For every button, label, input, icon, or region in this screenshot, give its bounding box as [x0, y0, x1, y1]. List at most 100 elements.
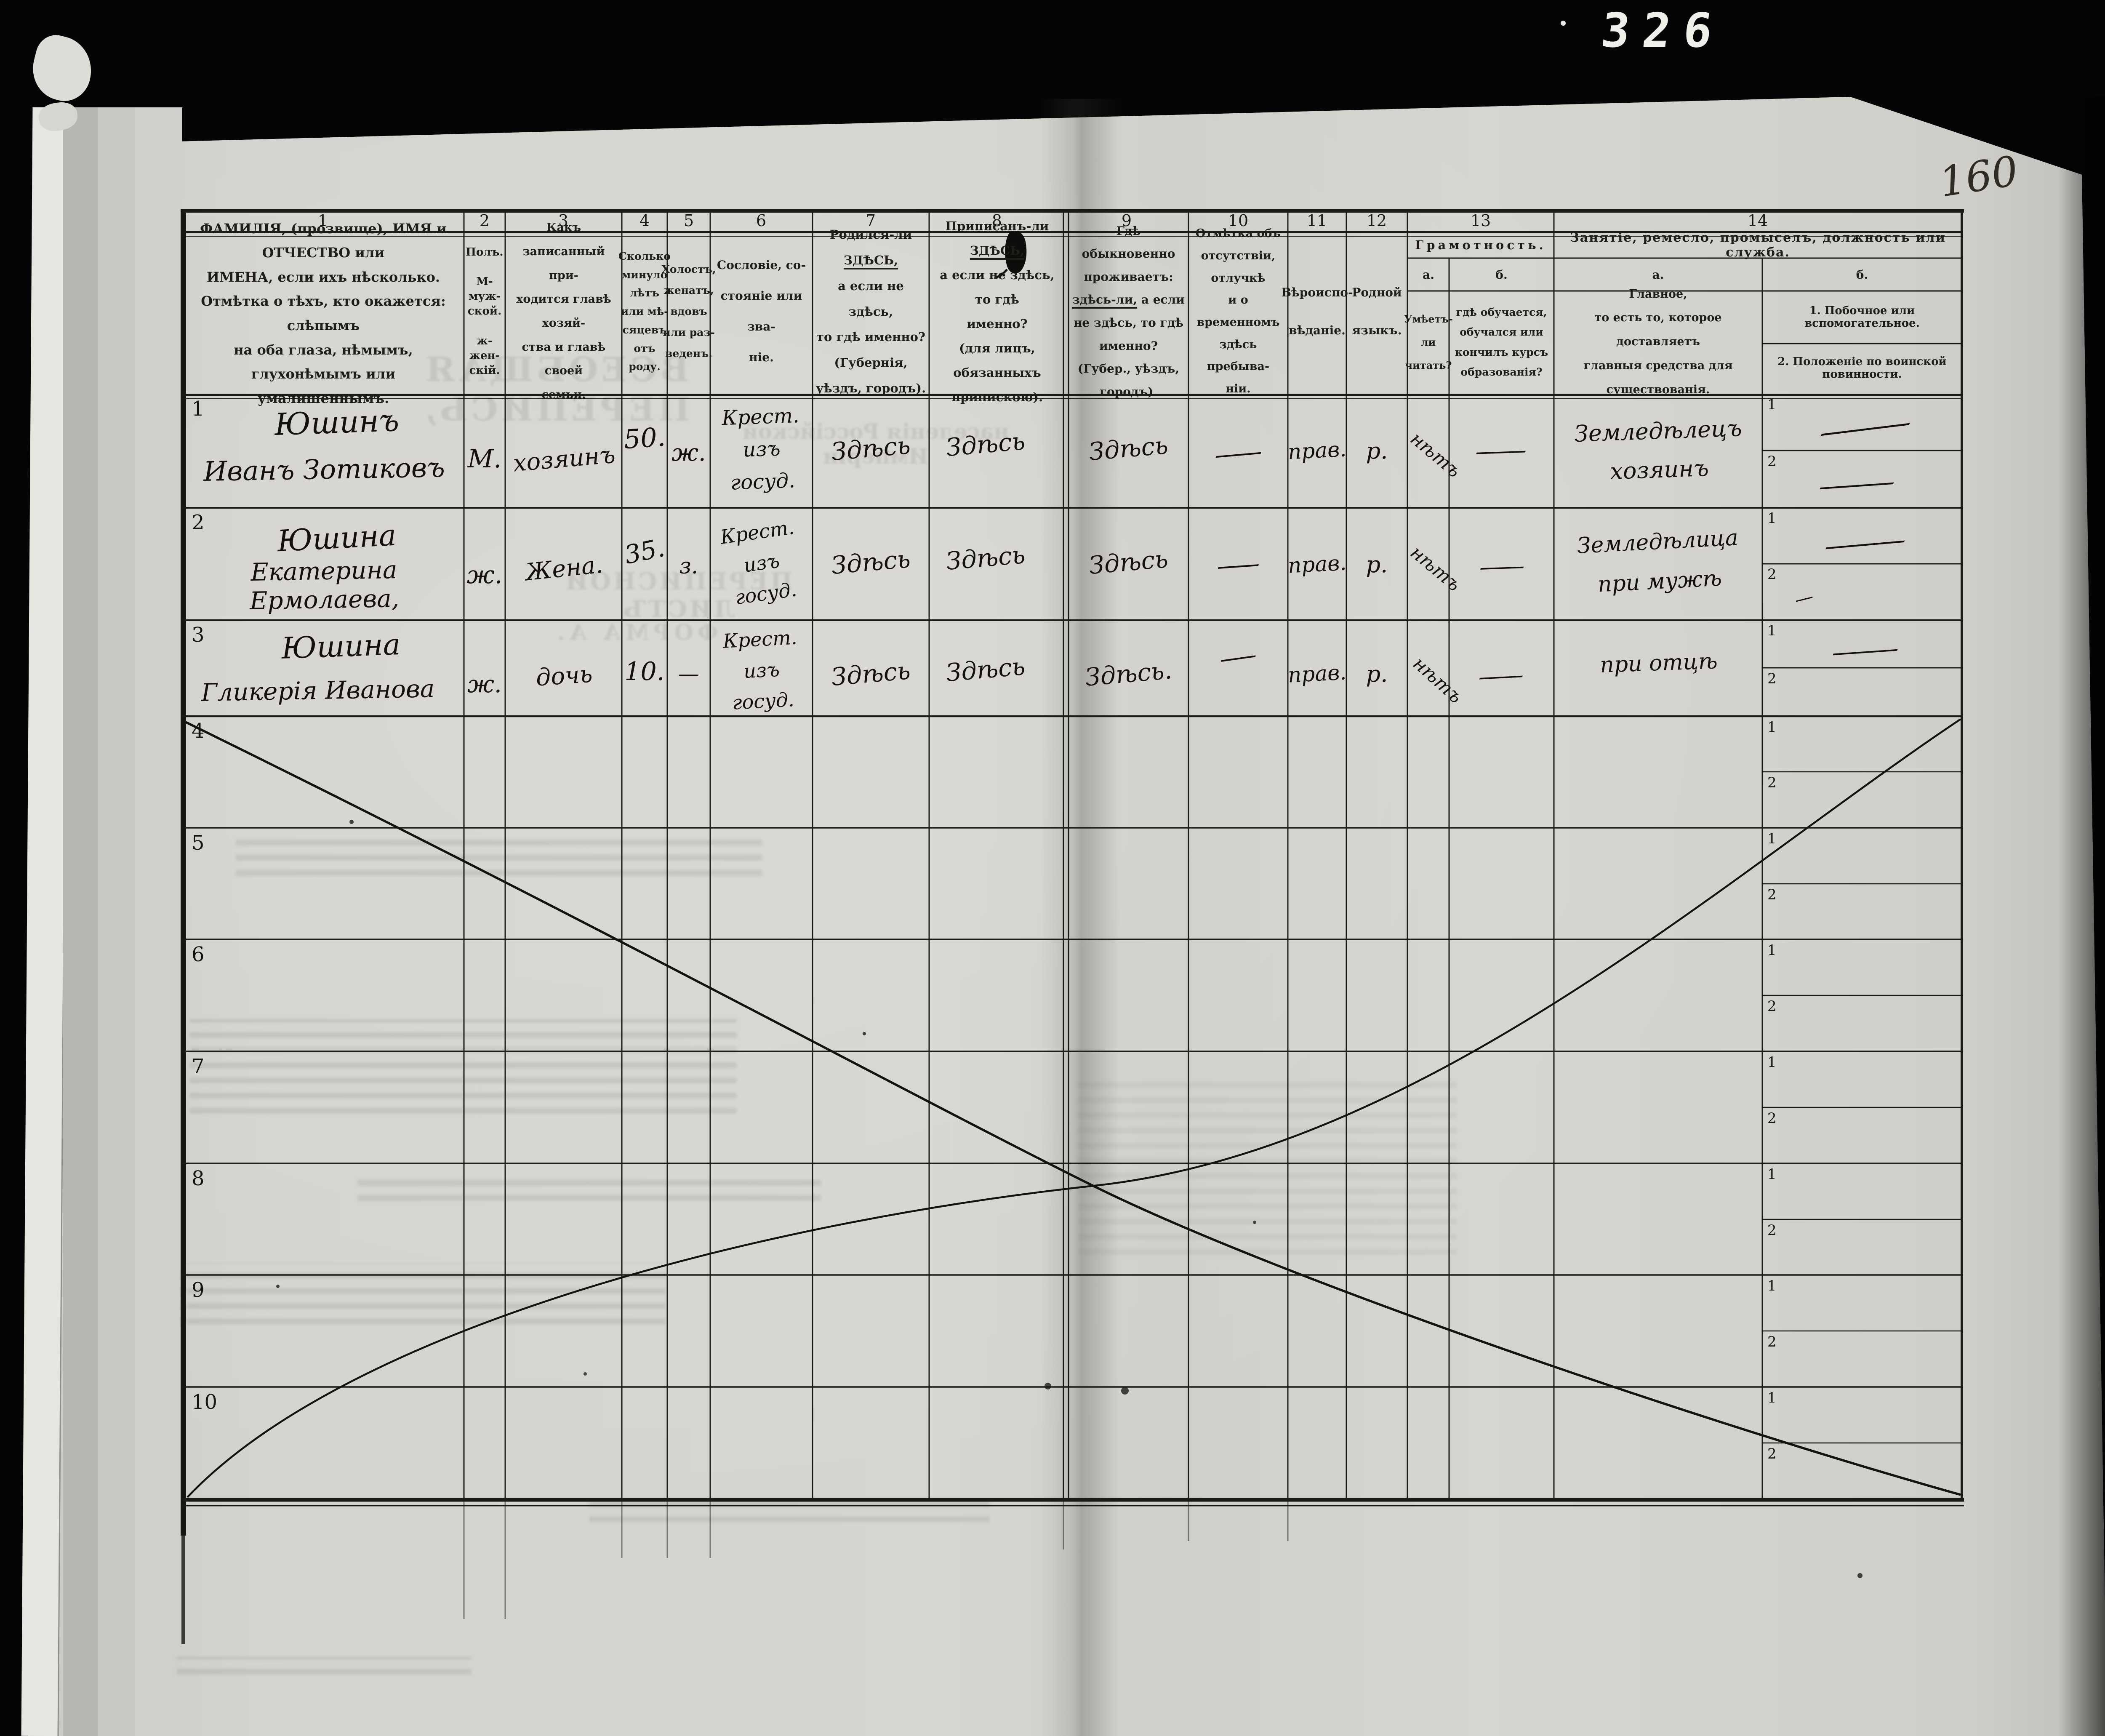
cell-sex: М. [467, 444, 502, 474]
header-col7: Родился-ли ЗДѢСЬ, а если не здѣсь, то гд… [814, 227, 927, 395]
row-number: 8 [192, 1167, 205, 1190]
header-col14-a-label: а. [1652, 267, 1664, 282]
row-number: 2 [192, 511, 205, 534]
cell-registered: Здѣсь [945, 540, 1026, 576]
cell-estate: Крест. изъ госуд. [722, 626, 798, 715]
cell-religion: прав. [1287, 550, 1347, 578]
bleedthrough-paragraph-2 [189, 1019, 737, 1114]
colnum-5: 5 [683, 211, 694, 230]
header-col14-b2-text: 2. Положеніе по воинской повинности. [1777, 355, 1947, 381]
page-right-edge-shadow [2059, 97, 2105, 1736]
header-col13-a-label: а. [1423, 267, 1434, 282]
header-col8: Приписанъ-ли ЗДѢСЬ, а если не здѣсь, то … [931, 219, 1063, 404]
subcell-label-2: 2 [1767, 1333, 1777, 1350]
cell-relation: хозяинъ [512, 441, 616, 477]
cell-registered: Здѣсь [945, 651, 1026, 688]
header-col13-b-label: б. [1495, 267, 1508, 282]
row-number: 9 [192, 1278, 205, 1302]
header-col7-text: Родился-ли ЗДѢСЬ, а если не здѣсь, то гд… [815, 227, 926, 396]
cell-marital: ж. [671, 439, 706, 467]
subcell-label-1: 1 [1767, 1277, 1777, 1294]
subcell-label-2: 2 [1767, 453, 1777, 470]
subcell-label-1: 1 [1767, 396, 1777, 413]
cell-marital: — [678, 661, 699, 686]
header-col9: Гдѣ обыкновенно проживаетъ: здѣсь-ли, а … [1070, 224, 1187, 399]
colnum-4: 4 [639, 211, 650, 230]
bleedthrough-table-right [1078, 1078, 1457, 1255]
header-col6: Сословіе, со- стояніе или зва- ніе. [717, 258, 806, 364]
header-col14-title: Занятіе, ремесло, промыселъ, должность и… [1570, 230, 1946, 260]
header-col4: Сколько минуло лѣтъ или мѣ- сяцевъ отъ р… [618, 250, 671, 373]
colnum-3: 3 [558, 211, 569, 230]
cell-sex: ж. [467, 670, 502, 698]
row-number: 6 [192, 943, 205, 966]
header-col13-b-text: гдѣ обучается, обучался или кончилъ курс… [1455, 306, 1548, 379]
colnum-1: 1 [317, 211, 328, 230]
colnum-11: 11 [1306, 211, 1327, 230]
colnum-12: 12 [1366, 211, 1387, 230]
colnum-13: 13 [1470, 211, 1491, 230]
colnum-10: 10 [1228, 211, 1249, 230]
colnum-8: 8 [991, 211, 1002, 230]
cell-sex: ж. [466, 560, 503, 589]
subcell-label-2: 2 [1767, 566, 1777, 583]
cell-born-here: Здѣсь [830, 544, 912, 580]
cell-religion: прав. [1287, 437, 1347, 464]
header-col14-b-label: б. [1856, 267, 1868, 282]
book-page-edge-3 [135, 107, 182, 1736]
cell-marital: з. [679, 554, 698, 579]
header-col13-a-text: Умѣетъ- ли читать? [1404, 312, 1453, 372]
colnum-14: 14 [1747, 211, 1768, 230]
subcell-label-2: 2 [1767, 670, 1777, 687]
cell-relation: дочь [535, 660, 594, 692]
cell-estate: Крест. изъ госуд. [721, 404, 800, 495]
cell-surname: Юшина [281, 627, 401, 666]
subcell-label-1: 1 [1767, 942, 1777, 959]
cell-religion: прав. [1287, 660, 1347, 688]
subcell-label-2: 2 [1767, 1445, 1777, 1462]
cell-age: 50. [623, 421, 666, 455]
header-col8-text: Приписанъ-ли ЗДѢСЬ, а если не здѣсь, то … [940, 219, 1055, 404]
cell-language: р. [1366, 437, 1388, 464]
colnum-6: 6 [756, 211, 767, 230]
row-number: 3 [192, 623, 205, 647]
subcell-label-2: 2 [1767, 774, 1777, 791]
subcell-label-1: 1 [1767, 1389, 1777, 1406]
colnum-9: 9 [1121, 211, 1132, 230]
subcell-label-1: 1 [1767, 719, 1777, 736]
header-col13-title: Грамотность. [1415, 238, 1546, 252]
cell-age: 10. [624, 657, 665, 686]
subcell-label-1: 1 [1767, 1166, 1777, 1183]
subcell-label-1: 1 [1767, 510, 1777, 527]
header-col10: Отмѣтка объ отсутствіи, отлучкѣ и о врем… [1196, 227, 1281, 395]
header-col1: ФАМИЛІЯ, (прозвище), ИМЯ и ОТЧЕСТВО или … [200, 221, 447, 406]
row-number: 4 [192, 719, 205, 743]
header-col9-text: Гдѣ обыкновенно проживаетъ: здѣсь-ли, а … [1072, 224, 1185, 399]
bleedthrough-paragraph-4 [181, 1263, 665, 1324]
cell-registered: Здѣсь [945, 426, 1026, 462]
colnum-2: 2 [479, 211, 490, 230]
cell-born-here: Здѣсь [830, 430, 912, 467]
colnum-7: 7 [865, 211, 876, 230]
header-col2: Полъ. М-муж- ской. ж-жен- скій. [466, 246, 504, 377]
row-number: 1 [192, 397, 205, 421]
header-col14-a-text: Главное, то есть то, которое доставляетъ… [1583, 287, 1733, 396]
row-number: 10 [192, 1390, 218, 1414]
row-number: 7 [192, 1055, 205, 1078]
subcell-label-2: 2 [1767, 886, 1777, 903]
subcell-label-2: 2 [1767, 1110, 1777, 1127]
bleedthrough-paragraph-3 [358, 1175, 821, 1201]
cell-given-name: Гликерія Иванова [201, 674, 435, 707]
subcell-label-2: 2 [1767, 1222, 1777, 1239]
cell-given-name: Иванъ Зотиковъ [203, 452, 445, 488]
cell-surname: Юшинъ [274, 402, 400, 442]
header-col12: Родной языкъ. [1352, 285, 1402, 337]
header-col11: Вѣроиспо- вѣданіе. [1281, 285, 1353, 337]
book-gutter-shadow [1040, 99, 1120, 1736]
ink-blot [1005, 231, 1027, 274]
subcell-label-1: 1 [1767, 1054, 1777, 1071]
cell-estate: Крест. изъ госуд. [719, 515, 798, 609]
